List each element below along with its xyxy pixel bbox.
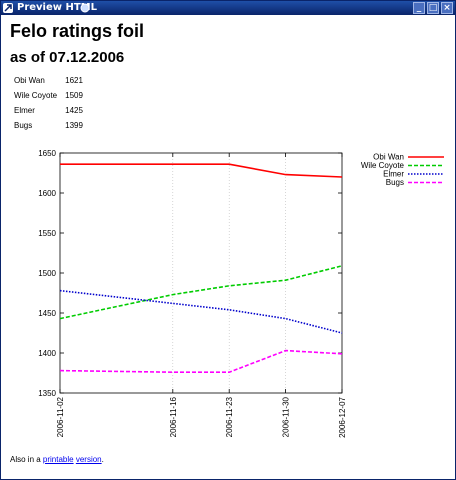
series-line <box>59 265 343 320</box>
ratings-chart-svg: 1350 1400 1450 1500 1550 1600 1650 2006-11-02 20… <box>38 149 444 438</box>
x-tick-label: 2006-11-23 <box>225 396 234 437</box>
version-link[interactable]: version <box>75 455 102 464</box>
player-name: Elmer <box>14 105 35 115</box>
printable-link[interactable]: printable <box>42 455 74 464</box>
legend-label: Obi Wan <box>373 153 404 162</box>
minimize-button[interactable]: _ <box>413 2 425 14</box>
html-preview: Felo ratings foil as of 07.12.2006 Obi W… <box>2 15 454 479</box>
plot-frame <box>59 152 343 394</box>
x-tick-label: 2006-11-16 <box>169 396 178 437</box>
player-rating: 1425 <box>65 105 83 115</box>
player-rating: 1399 <box>65 120 83 130</box>
y-tick-label: 1350 <box>38 389 56 398</box>
player-rating: 1509 <box>65 90 83 100</box>
series-line <box>59 349 343 373</box>
legend-label: Bugs <box>386 178 404 187</box>
player-name: Bugs <box>14 120 33 130</box>
maximize-button[interactable]: □ <box>427 2 439 14</box>
ratings-chart: 1350 1400 1450 1500 1550 1600 1650 2006-11-02 20… <box>2 143 454 453</box>
ratings-table: Obi Wan 1621 Wile Coyote 1509 Elmer 1425… <box>10 73 87 133</box>
series-line <box>59 289 343 334</box>
y-tick-label: 1550 <box>38 229 56 238</box>
legend-label: Wile Coyote <box>361 161 405 170</box>
window-title: Preview HTML <box>17 2 98 13</box>
y-tick-label: 1450 <box>38 309 56 318</box>
footer-suffix: . <box>101 455 104 464</box>
y-tick-label: 1650 <box>38 149 56 158</box>
table-row: Bugs 1399 <box>10 118 87 133</box>
x-tick-label: 2006-11-30 <box>282 396 291 437</box>
player-name: Obi Wan <box>14 75 45 85</box>
x-tick-label: 2006-11-02 <box>56 396 65 437</box>
app-icon[interactable] <box>3 3 13 13</box>
y-tick-label: 1500 <box>38 269 56 278</box>
y-tick-label: 1600 <box>38 189 56 198</box>
player-name: Wile Coyote <box>14 90 58 100</box>
legend-label: Elmer <box>383 170 404 179</box>
table-row: Wile Coyote 1509 <box>10 88 87 103</box>
globe-icon <box>80 3 90 13</box>
table-row: Elmer 1425 <box>10 103 87 118</box>
table-row: Obi Wan 1621 <box>10 73 87 88</box>
player-rating: 1621 <box>65 75 83 85</box>
close-button[interactable]: × <box>441 2 453 14</box>
series-line <box>60 163 343 178</box>
title-bar[interactable]: Preview HTML _ □ × <box>1 1 455 15</box>
footer-prefix: Also in a <box>10 455 43 464</box>
x-tick-label: 2006-12-07 <box>338 396 347 437</box>
y-tick-label: 1400 <box>38 349 56 358</box>
page-subtitle: as of 07.12.2006 <box>10 49 125 66</box>
footer-text: Also in a printable version. <box>10 455 104 464</box>
page-title: Felo ratings foil <box>10 21 145 41</box>
